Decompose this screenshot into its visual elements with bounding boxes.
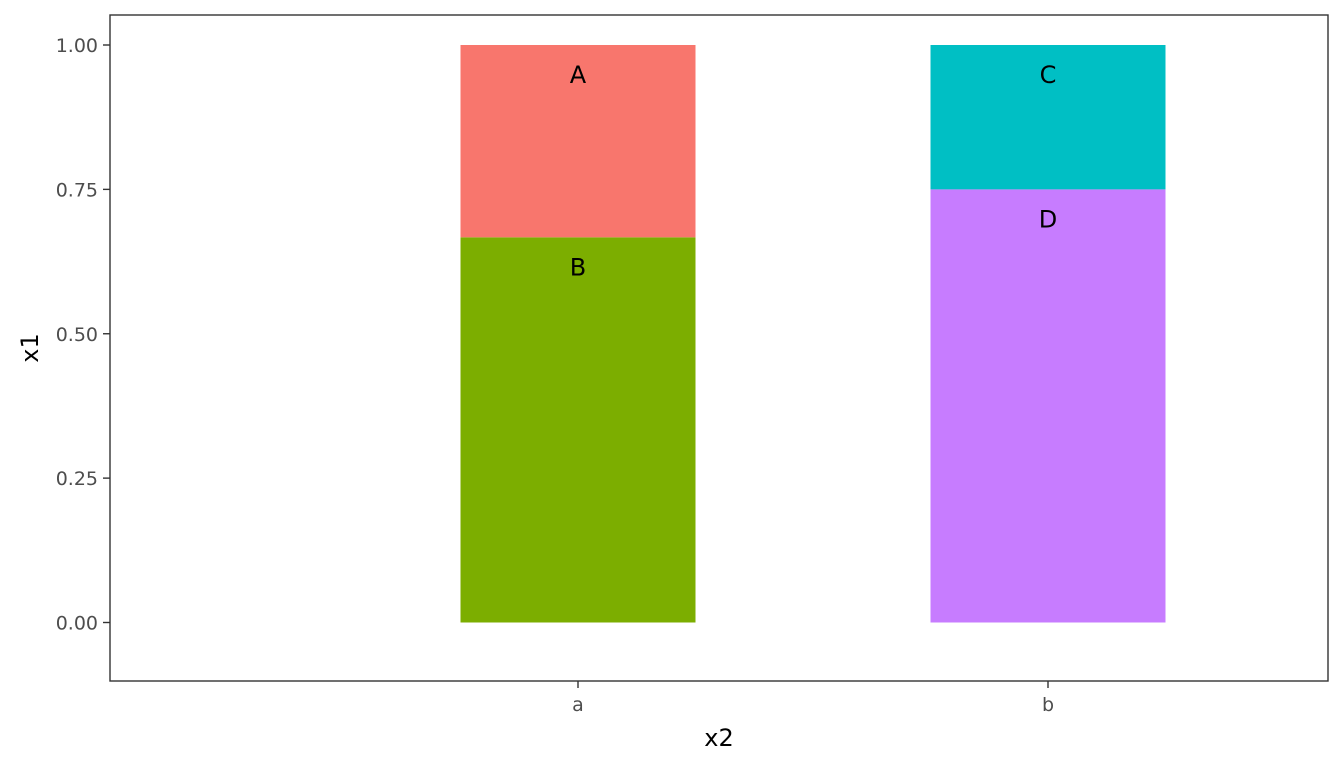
y-tick-label: 1.00 xyxy=(56,35,98,57)
segment-label-C: C xyxy=(1040,61,1057,89)
bars-layer xyxy=(460,45,1166,623)
y-tick-label: 0.00 xyxy=(56,613,98,635)
bar-segment-a-A xyxy=(460,45,696,238)
segment-labels-layer: B A D C xyxy=(570,61,1057,281)
segment-label-D: D xyxy=(1039,205,1057,233)
x-tick-label: a xyxy=(572,694,584,716)
segment-label-B: B xyxy=(570,253,586,281)
bar-segment-a-B xyxy=(460,237,696,623)
y-tick-label: 0.25 xyxy=(56,468,98,490)
x-axis-title: x2 xyxy=(704,724,733,752)
plot-panel-border xyxy=(109,14,1329,682)
x-tick-label: b xyxy=(1042,694,1054,716)
bar-segment-b-C xyxy=(930,45,1166,190)
segment-label-A: A xyxy=(570,61,587,89)
y-axis-title: x1 xyxy=(16,333,44,362)
bar-segment-b-D xyxy=(930,189,1166,623)
y-tick-label: 0.75 xyxy=(56,179,98,201)
y-tick-label: 0.50 xyxy=(56,324,98,346)
y-axis: 0.00 0.25 0.50 0.75 1.00 xyxy=(56,35,110,635)
